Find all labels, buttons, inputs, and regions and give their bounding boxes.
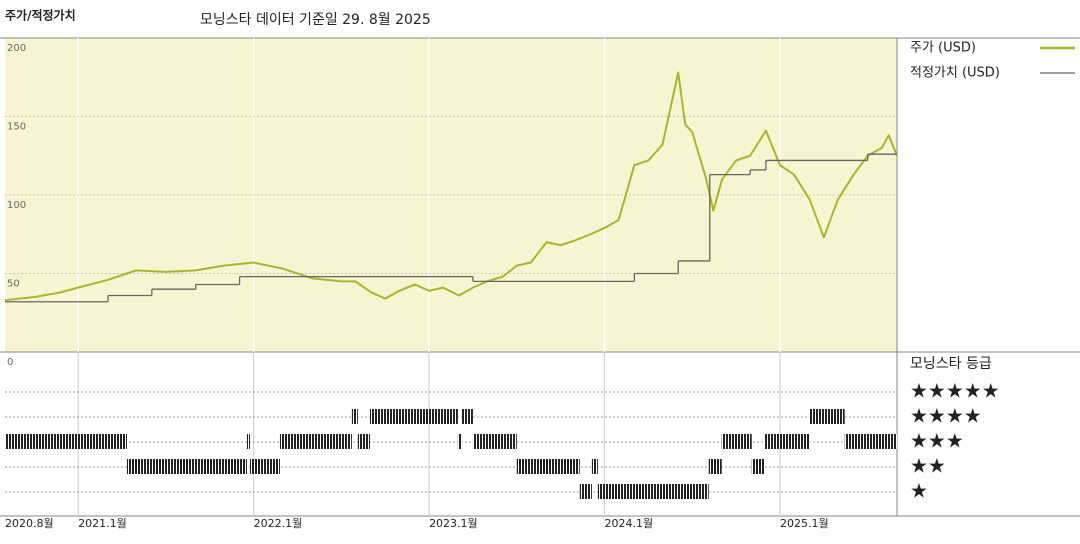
legend-label: 주가 (USD) [910, 41, 976, 56]
rating-bar [764, 434, 810, 449]
rating-bar [461, 409, 473, 424]
rating-label: ★★★★ [910, 404, 982, 428]
x-tick-label: 2024.1월 [605, 517, 654, 530]
rating-bar [369, 409, 458, 424]
rating-bar [357, 434, 370, 449]
rating-bar [597, 484, 709, 499]
rating-bar [844, 434, 897, 449]
rating-bar [751, 459, 765, 474]
y-tick-label: 200 [7, 43, 26, 54]
x-tick-label: 2025.1월 [780, 517, 829, 530]
rating-bar [516, 459, 580, 474]
x-tick-label: 2021.1월 [78, 517, 127, 530]
rating-bar [472, 434, 517, 449]
rating-label: ★★★ [910, 429, 964, 453]
rating-bar [249, 459, 280, 474]
x-tick-label: 2022.1월 [254, 517, 303, 530]
rating-bar [457, 434, 462, 449]
rating-bar [351, 409, 358, 424]
rating-title: 모닝스타 등급 [910, 356, 992, 372]
rating-bar [279, 434, 352, 449]
rating-bar [809, 409, 845, 424]
legend-label: 적정가치 (USD) [910, 66, 1000, 81]
rating-bar [126, 459, 247, 474]
y-tick-label: 50 [7, 279, 20, 290]
rating-bar [5, 434, 127, 449]
rating-bar [579, 484, 592, 499]
y-tick-label: 0 [7, 357, 13, 368]
x-tick-label: 2020.8월 [5, 517, 54, 530]
x-tick-label: 2023.1월 [429, 517, 478, 530]
rating-bar [708, 459, 722, 474]
chart-title: 주가/적정가치 [5, 8, 76, 23]
rating-bar [591, 459, 598, 474]
y-tick-label: 150 [7, 122, 26, 133]
rating-bar [246, 434, 250, 449]
rating-label: ★★ [910, 454, 946, 478]
rating-label: ★★★★★ [910, 379, 1000, 403]
chart-subtitle: 모닝스타 데이터 기준일 29. 8월 2025 [200, 12, 431, 28]
price-line [4, 71, 898, 302]
rating-bar [721, 434, 752, 449]
y-tick-label: 100 [7, 200, 26, 211]
rating-label: ★ [910, 479, 928, 503]
